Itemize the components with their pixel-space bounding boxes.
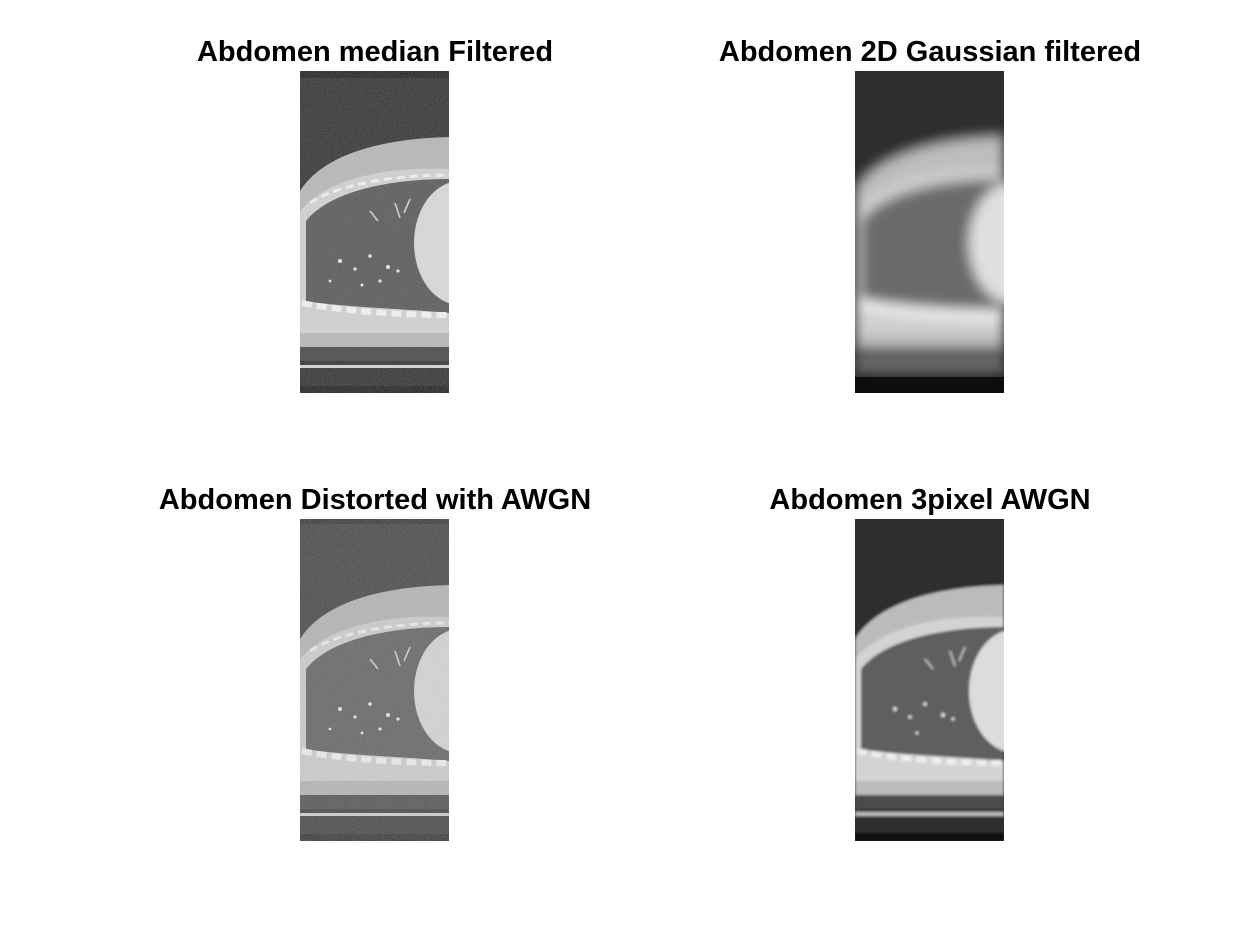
ct-slice-svg xyxy=(300,519,449,841)
ct-slice-svg xyxy=(855,71,1004,393)
ct-image-3pixel-awgn xyxy=(855,519,1004,841)
ct-image-gaussian-filtered xyxy=(855,71,1004,393)
panel-title-awgn-distorted: Abdomen Distorted with AWGN xyxy=(158,484,592,516)
ct-image-median-filtered xyxy=(300,71,449,393)
ct-image-awgn-distorted xyxy=(300,519,449,841)
ct-slice-svg xyxy=(855,519,1004,841)
ct-slice-svg xyxy=(300,71,449,393)
panel-title-median-filtered: Abdomen median Filtered xyxy=(196,36,554,68)
panel-title-3pixel-awgn: Abdomen 3pixel AWGN xyxy=(769,484,1091,516)
panel-title-gaussian-filtered: Abdomen 2D Gaussian filtered xyxy=(718,36,1142,68)
